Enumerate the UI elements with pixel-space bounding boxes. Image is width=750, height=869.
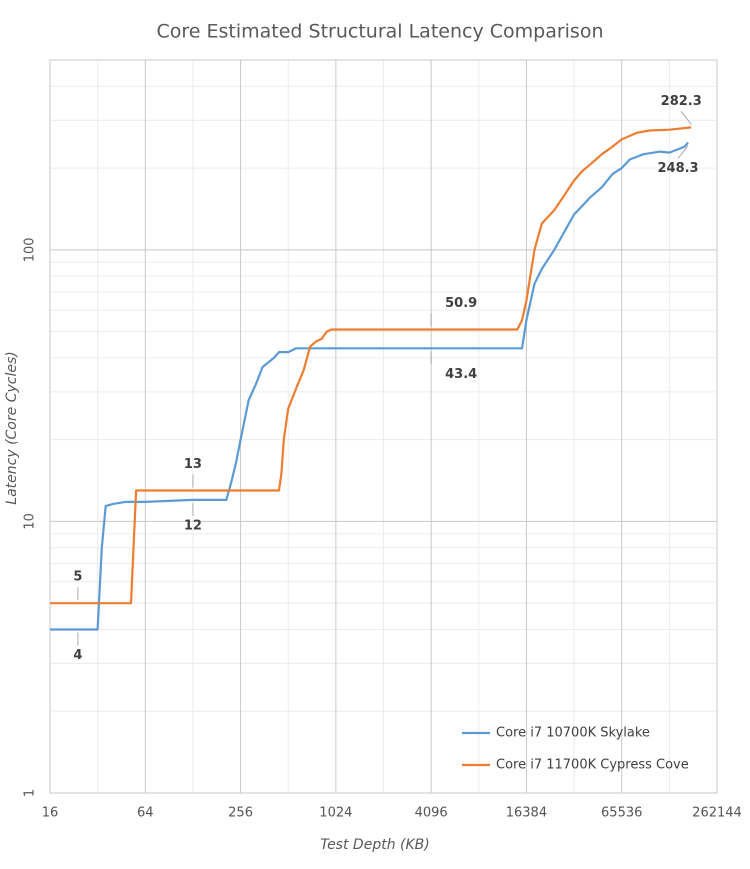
- x-tick-label: 256: [228, 806, 253, 821]
- x-tick-label: 64: [137, 806, 154, 821]
- x-tick-label: 1024: [319, 806, 352, 821]
- data-label: 50.9: [445, 296, 477, 311]
- data-label: 248.3: [657, 161, 698, 176]
- y-tick-label: 10: [23, 513, 38, 530]
- grid: [49, 60, 718, 794]
- x-tick-label: 16384: [506, 806, 547, 821]
- series-line: [50, 126, 692, 605]
- chart-title: Core Estimated Structural Latency Compar…: [156, 21, 603, 43]
- leader-line: [680, 111, 692, 125]
- x-tick-label: 262144: [692, 806, 742, 821]
- x-tick-label: 16: [42, 806, 59, 821]
- data-label: 12: [184, 518, 202, 533]
- data-label: 5: [73, 570, 82, 585]
- y-axis-title: Latency (Core Cycles): [4, 351, 20, 504]
- x-axis-title: Test Depth (KB): [320, 837, 429, 853]
- x-tick-label: 4096: [415, 806, 448, 821]
- x-tick-label: 65536: [601, 806, 642, 821]
- data-label: 4: [73, 648, 82, 663]
- y-tick-label: 100: [23, 237, 38, 262]
- series-line: [50, 141, 689, 631]
- leader-line: [677, 145, 689, 159]
- data-label: 43.4: [445, 367, 477, 382]
- legend-label: Core i7 11700K Cypress Cove: [496, 758, 689, 773]
- plot-border: [49, 59, 718, 794]
- legend-label: Core i7 10700K Skylake: [496, 726, 650, 741]
- data-label: 13: [184, 457, 202, 472]
- data-label: 282.3: [661, 94, 702, 109]
- y-tick-label: 1: [23, 789, 38, 797]
